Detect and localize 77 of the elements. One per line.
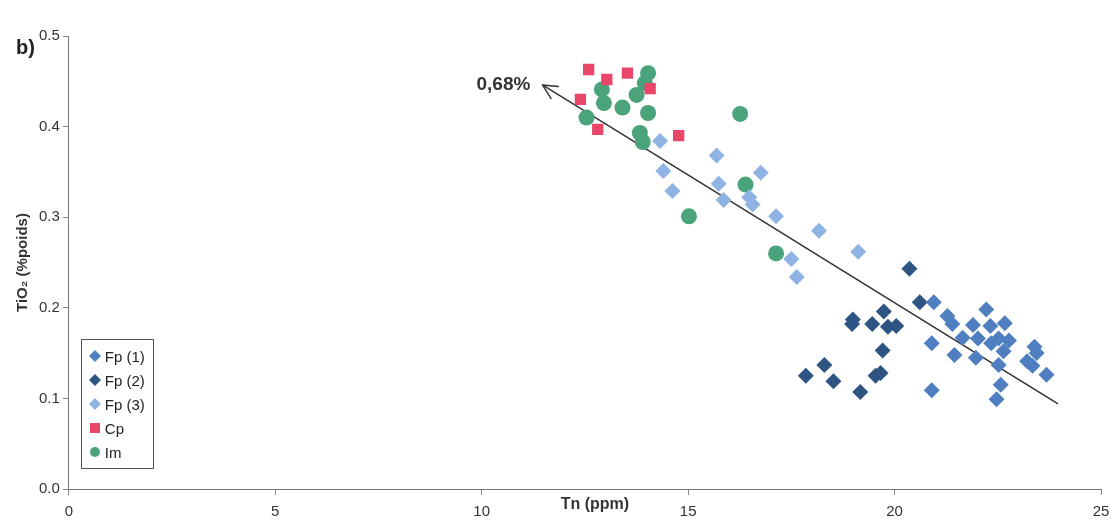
y-tick-label: 0.3 xyxy=(38,207,60,225)
point xyxy=(923,335,940,352)
point xyxy=(811,222,828,239)
point xyxy=(901,260,918,277)
point xyxy=(664,182,681,199)
point xyxy=(788,269,805,285)
point xyxy=(965,317,982,334)
point xyxy=(601,73,613,86)
point xyxy=(1038,366,1055,383)
point xyxy=(825,373,842,390)
legend-label: Fp (1) xyxy=(104,347,145,365)
point xyxy=(969,330,986,347)
point xyxy=(875,303,892,320)
x-tick-label: 0 xyxy=(64,502,74,520)
point xyxy=(592,123,604,135)
point xyxy=(944,316,961,333)
point xyxy=(614,99,631,116)
point xyxy=(582,63,595,76)
point xyxy=(954,329,971,346)
point xyxy=(621,67,634,79)
point xyxy=(710,175,727,192)
point xyxy=(982,317,999,334)
point xyxy=(925,294,942,311)
x-tick-label: 25 xyxy=(1092,502,1110,520)
y-tick-label: 0.2 xyxy=(38,297,60,315)
point xyxy=(990,356,1007,373)
legend-label: Fp (3) xyxy=(104,395,145,413)
point xyxy=(988,391,1005,408)
legend-label: Im xyxy=(104,443,122,461)
point xyxy=(672,130,685,142)
x-tick-label: 5 xyxy=(271,502,280,520)
point xyxy=(652,133,669,150)
point xyxy=(578,109,595,126)
point xyxy=(768,208,785,225)
point xyxy=(995,343,1012,360)
chart-title: b) xyxy=(15,35,35,58)
point xyxy=(911,294,928,311)
point xyxy=(1000,332,1017,349)
y-tick-label: 0.4 xyxy=(38,116,60,134)
y-tick-label: 0.1 xyxy=(38,388,60,406)
point xyxy=(967,349,984,366)
point xyxy=(715,191,732,208)
point xyxy=(634,134,651,150)
point xyxy=(874,342,891,359)
x-tick-label: 10 xyxy=(473,502,491,520)
point xyxy=(978,301,995,318)
point xyxy=(946,346,963,363)
point xyxy=(732,105,749,122)
point xyxy=(783,250,800,267)
x-axis-title: Tn (ppm) xyxy=(560,495,630,513)
point xyxy=(644,82,656,95)
point xyxy=(864,316,881,333)
point xyxy=(640,105,657,122)
y-tick-label: 0.0 xyxy=(38,479,60,497)
point xyxy=(628,86,645,103)
x-tick-label: 20 xyxy=(886,502,903,520)
point xyxy=(996,315,1013,332)
point xyxy=(752,164,769,181)
point xyxy=(797,367,814,384)
point xyxy=(595,95,612,112)
point xyxy=(655,162,672,179)
point xyxy=(574,93,587,106)
legend-label: Fp (2) xyxy=(104,371,145,389)
point xyxy=(816,356,833,373)
point xyxy=(852,384,869,401)
y-tick-label: 0.5 xyxy=(38,26,60,44)
point xyxy=(737,176,754,193)
y-axis-title: TiO₂ (%poids) xyxy=(13,213,31,312)
annotation: 0,68% xyxy=(476,73,531,95)
point xyxy=(680,208,697,225)
point xyxy=(708,147,725,164)
x-tick-label: 15 xyxy=(679,502,697,520)
point xyxy=(992,376,1009,393)
point xyxy=(923,382,940,399)
legend-label: Cp xyxy=(104,419,125,437)
point xyxy=(768,245,785,262)
point xyxy=(850,243,867,260)
